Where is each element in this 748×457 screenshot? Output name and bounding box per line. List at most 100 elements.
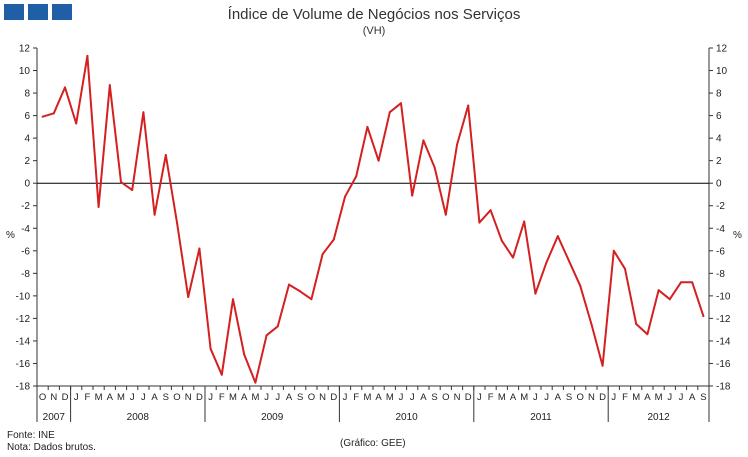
month-label: A [241,392,248,403]
data-point [702,315,705,318]
month-label: A [555,392,562,403]
data-point [75,122,78,125]
month-label: J [275,392,280,403]
data-point [590,323,593,326]
logo-block-icon [4,4,24,20]
data-point [220,373,223,376]
month-label: J [410,392,415,403]
y-tick-label-left: -4 [21,224,30,235]
data-point [366,125,369,128]
month-label: M [498,392,506,403]
month-label: D [465,392,472,403]
month-label: M [363,392,371,403]
data-point [321,253,324,256]
month-label: N [454,392,461,403]
data-point [344,195,346,198]
data-point [120,181,122,184]
data-point [176,221,178,224]
data-point [512,256,514,259]
month-label: O [442,392,449,403]
data-point [377,159,380,162]
source-note: Fonte: INE [7,430,55,441]
month-label: M [117,392,125,403]
month-label: D [599,392,606,403]
data-point [276,325,279,328]
data-point [478,221,481,224]
y-tick-label-right: -12 [716,314,731,325]
y-axis-label-left: % [6,230,15,241]
y-tick-label-right: 12 [716,44,728,55]
month-label: S [700,392,706,403]
month-label: A [107,392,114,403]
logo-block-icon [28,4,48,20]
data-point [657,289,660,292]
data-point [624,267,626,270]
year-label: 2012 [647,412,670,423]
y-tick-label-left: 0 [24,179,30,190]
month-label: O [173,392,180,403]
month-label: D [330,392,337,403]
year-label: 2008 [127,412,150,423]
y-tick-label-left: -10 [16,291,31,302]
month-label: J [679,392,684,403]
month-label: A [689,392,696,403]
y-tick-label-left: -12 [16,314,31,325]
data-note: Nota: Dados brutos. [7,442,96,453]
y-tick-label-right: -6 [716,246,725,257]
month-label: N [319,392,326,403]
y-tick-label-left: 2 [24,156,30,167]
month-label: F [353,392,359,403]
month-label: N [588,392,595,403]
month-label: O [39,392,46,403]
y-tick-label-left: -2 [21,201,30,212]
y-tick-label-right: -10 [716,291,731,302]
data-point [288,283,290,286]
month-label: M [95,392,103,403]
month-label: M [655,392,663,403]
y-tick-label-right: -14 [716,336,731,347]
month-label: J [544,392,549,403]
y-tick-label-left: -8 [21,269,30,280]
month-label: A [375,392,382,403]
month-label: A [644,392,651,403]
chart-title: Índice de Volume de Negócios nos Serviço… [227,6,521,23]
series-line [42,54,705,384]
month-label: O [577,392,584,403]
data-point [523,220,526,223]
data-point [41,115,44,118]
month-label: J [74,392,79,403]
y-tick-label-right: 2 [716,156,722,167]
y-tick-label-right: -18 [716,382,731,393]
data-point [668,298,671,301]
month-label: N [50,392,57,403]
month-label: J [533,392,538,403]
data-point [142,111,145,114]
data-point [534,292,537,295]
data-point [209,347,212,350]
month-label: A [510,392,517,403]
y-tick-label-right: -16 [716,359,731,370]
data-point [198,247,201,250]
y-tick-label-left: 10 [19,66,31,77]
data-point [355,175,358,178]
data-point [164,154,167,157]
y-tick-label-right: 0 [716,179,722,190]
month-label: J [477,392,482,403]
data-point [254,381,257,384]
month-label: F [219,392,225,403]
month-label: S [163,392,169,403]
y-tick-label-right: -8 [716,269,725,280]
year-label: 2007 [43,412,66,423]
data-point [601,364,604,367]
data-point [444,213,447,216]
data-point [265,334,268,337]
y-tick-label-left: 6 [24,111,30,122]
data-point [556,235,559,238]
data-point [579,284,582,287]
data-point [680,281,682,284]
month-label: S [297,392,303,403]
y-tick-label-left: -6 [21,246,30,257]
y-tick-label-right: -2 [716,201,725,212]
y-tick-label-right: 8 [716,89,722,100]
month-label: J [343,392,348,403]
